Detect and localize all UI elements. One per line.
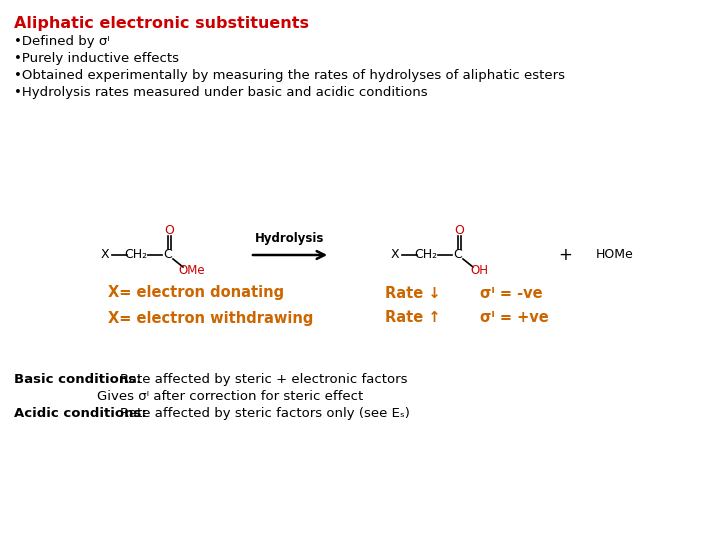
Text: X= electron withdrawing: X= electron withdrawing [108,310,313,326]
Text: Rate ↓: Rate ↓ [385,286,441,300]
Text: X: X [101,248,109,261]
Text: Rate affected by steric + electronic factors: Rate affected by steric + electronic fac… [120,373,408,386]
Text: Gives σᴵ after correction for steric effect: Gives σᴵ after correction for steric eff… [97,390,363,403]
Text: OH: OH [470,265,488,278]
Text: •Purely inductive effects: •Purely inductive effects [14,52,179,65]
Text: •Defined by σᴵ: •Defined by σᴵ [14,35,109,48]
Text: O: O [164,224,174,237]
Text: •Hydrolysis rates measured under basic and acidic conditions: •Hydrolysis rates measured under basic a… [14,86,428,99]
Text: C: C [163,248,172,261]
Text: HOMe: HOMe [596,248,634,261]
Text: CH₂: CH₂ [125,248,148,261]
Text: Basic conditions:: Basic conditions: [14,373,142,386]
Text: X: X [391,248,400,261]
Text: Aliphatic electronic substituents: Aliphatic electronic substituents [14,16,309,31]
Text: +: + [558,246,572,264]
Text: Rate affected by steric factors only (see Eₛ): Rate affected by steric factors only (se… [120,407,410,420]
Text: σᴵ = +ve: σᴵ = +ve [480,310,549,326]
Text: σᴵ = -ve: σᴵ = -ve [480,286,543,300]
Text: O: O [454,224,464,237]
Text: OMe: OMe [179,265,205,278]
Text: C: C [454,248,462,261]
Text: X= electron donating: X= electron donating [108,286,284,300]
Text: •Obtained experimentally by measuring the rates of hydrolyses of aliphatic ester: •Obtained experimentally by measuring th… [14,69,565,82]
Text: Hydrolysis: Hydrolysis [256,232,325,245]
Text: Rate ↑: Rate ↑ [385,310,441,326]
Text: Acidic conditions:: Acidic conditions: [14,407,147,420]
Text: CH₂: CH₂ [415,248,438,261]
